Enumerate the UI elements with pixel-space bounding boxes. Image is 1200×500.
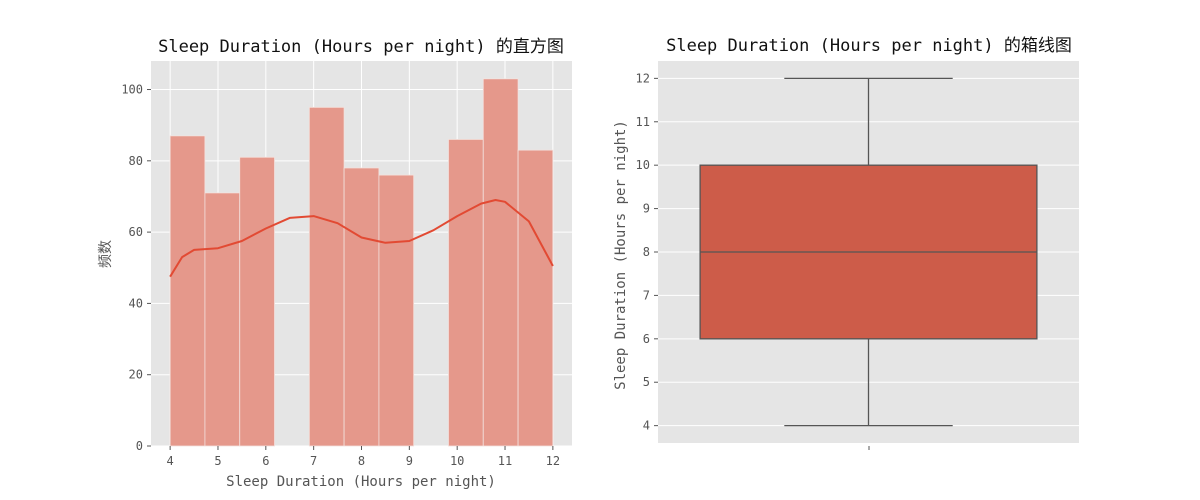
y-tick-label: 6	[643, 332, 650, 346]
y-tick-label: 80	[129, 154, 143, 168]
y-tick-label: 60	[129, 225, 143, 239]
x-tick-label: 10	[450, 454, 464, 468]
histogram-bar	[204, 192, 241, 447]
boxplot-y-axis-label: Sleep Duration (Hours per night)	[613, 120, 629, 390]
histogram-bars	[169, 78, 554, 447]
histogram-title: Sleep Duration (Hours per night) 的直方图	[158, 37, 564, 57]
y-tick-label: 20	[129, 368, 143, 382]
histogram-bar	[169, 135, 206, 447]
x-tick-label: 4	[167, 454, 174, 468]
histogram-bar	[517, 149, 554, 447]
x-tick-label: 8	[358, 454, 365, 468]
x-tick-label: 6	[262, 454, 269, 468]
histogram-chart: 4 5 6 7 8 9 10 11 12 0 20 40 60 80 100 Sleep Duration…	[98, 37, 572, 490]
histogram-x-axis-label: Sleep Duration (Hours per night)	[226, 474, 496, 490]
y-tick-label: 8	[643, 245, 650, 259]
y-tick-label: 9	[643, 202, 650, 216]
y-tick-label: 4	[643, 419, 650, 433]
y-tick-label: 7	[643, 288, 650, 302]
histogram-bar	[448, 139, 484, 447]
y-tick-label: 100	[121, 83, 143, 97]
x-tick-label: 11	[498, 454, 512, 468]
boxplot-y-ticks: 4 5 6 7 8 9 10 11 12	[636, 71, 658, 433]
y-tick-label: 10	[636, 158, 650, 172]
x-tick-label: 12	[546, 454, 560, 468]
histogram-bar	[239, 156, 275, 447]
histogram-bar	[308, 106, 345, 447]
y-tick-label: 0	[136, 439, 143, 453]
y-tick-label: 12	[636, 71, 650, 85]
x-tick-label: 9	[406, 454, 413, 468]
boxplot-title: Sleep Duration (Hours per night) 的箱线图	[666, 36, 1072, 56]
histogram-x-ticks: 4 5 6 7 8 9 10 11 12	[167, 446, 560, 468]
x-tick-label: 5	[214, 454, 221, 468]
y-tick-label: 11	[636, 115, 650, 129]
histogram-y-ticks: 0 20 40 60 80 100	[121, 83, 151, 453]
y-tick-label: 40	[129, 296, 143, 310]
x-tick-label: 7	[310, 454, 317, 468]
boxplot-box-group	[699, 77, 1038, 427]
boxplot-chart: 4 5 6 7 8 9 10 11 12 Sleep Duration (Hours per n…	[613, 36, 1079, 450]
histogram-bar	[482, 78, 519, 447]
histogram-y-axis-label: 频数	[98, 240, 114, 268]
kde-curve	[169, 199, 554, 278]
histogram-bar	[343, 167, 380, 447]
y-tick-label: 5	[643, 375, 650, 389]
histogram-bar	[378, 174, 415, 447]
